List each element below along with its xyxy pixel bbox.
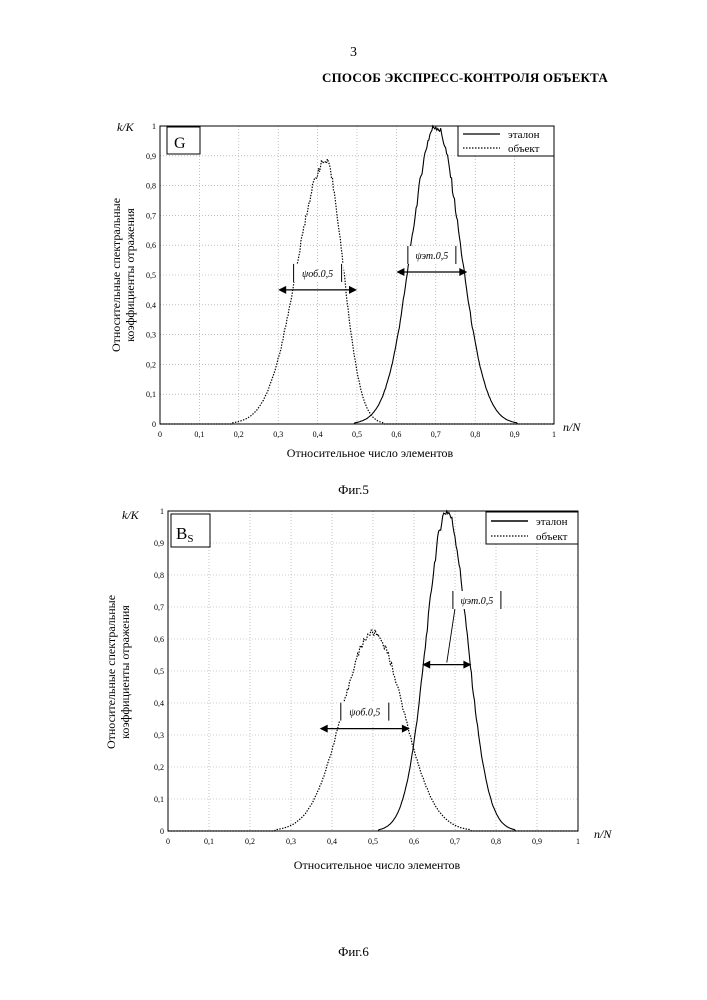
arrowhead bbox=[396, 268, 404, 276]
y-tick-label: 0,8 bbox=[146, 182, 156, 191]
arrowhead bbox=[320, 725, 328, 733]
legend bbox=[486, 512, 578, 544]
x-tick-label: 0 bbox=[166, 837, 170, 846]
x-tick-label: 0,1 bbox=[194, 430, 204, 439]
annotation-label: ψэт.0,5 bbox=[460, 596, 493, 607]
page-title: СПОСОБ ЭКСПРЕСС-КОНТРОЛЯ ОБЪЕКТА bbox=[322, 70, 608, 86]
x-tick-label: 0,8 bbox=[470, 430, 480, 439]
annotation-label: ψоб.0,5 bbox=[302, 269, 333, 280]
y-tick-label: 0,9 bbox=[154, 539, 164, 548]
x-tick-label: 1 bbox=[576, 837, 580, 846]
y-tick-label: 1 bbox=[160, 507, 164, 516]
x-tick-label: 0,2 bbox=[234, 430, 244, 439]
y-tick-label: 0,6 bbox=[146, 241, 156, 250]
x-unit: n/N bbox=[594, 827, 612, 841]
y-tick-label: 1 bbox=[152, 122, 156, 131]
arrowhead bbox=[278, 286, 286, 294]
x-tick-label: 0,6 bbox=[391, 430, 401, 439]
y-tick-label: 0,7 bbox=[154, 603, 164, 612]
arrowhead bbox=[463, 661, 471, 669]
x-tick-label: 0,7 bbox=[450, 837, 460, 846]
y-unit: k/K bbox=[117, 120, 135, 134]
y-tick-label: 0 bbox=[152, 420, 156, 429]
y-tick-label: 0,2 bbox=[154, 763, 164, 772]
arrowhead bbox=[459, 268, 467, 276]
annotation-box bbox=[406, 246, 458, 264]
annotation-label: ψэт.0,5 bbox=[415, 251, 448, 262]
y-unit: k/K bbox=[122, 508, 140, 522]
x-tick-label: 1 bbox=[552, 430, 556, 439]
arrowhead bbox=[402, 725, 410, 733]
x-tick-label: 0,7 bbox=[431, 430, 441, 439]
figure-5-caption: Фиг.5 bbox=[0, 482, 707, 498]
series-line-object bbox=[160, 159, 554, 424]
y-axis-label-line1: Относительные спектральные bbox=[104, 595, 118, 749]
legend-label-object: объект bbox=[536, 531, 568, 543]
x-tick-label: 0,4 bbox=[327, 837, 337, 846]
y-tick-label: 0,3 bbox=[154, 731, 164, 740]
legend-label-object: объект bbox=[508, 143, 540, 155]
legend-label-etalon: эталон bbox=[536, 516, 568, 528]
plot-frame bbox=[168, 511, 578, 831]
y-axis-label-line2: коэффициенты отражения bbox=[123, 208, 137, 342]
y-tick-label: 0,3 bbox=[146, 331, 156, 340]
x-tick-label: 0,9 bbox=[532, 837, 542, 846]
x-tick-label: 0,3 bbox=[273, 430, 283, 439]
x-tick-label: 0,3 bbox=[286, 837, 296, 846]
annotation-leader bbox=[447, 609, 455, 663]
y-tick-label: 0 bbox=[160, 827, 164, 836]
panel-label: BS bbox=[176, 524, 193, 545]
y-tick-label: 0,8 bbox=[154, 571, 164, 580]
annotation-box bbox=[292, 264, 344, 282]
annotation-label: ψоб.0,5 bbox=[349, 708, 380, 719]
x-tick-label: 0,5 bbox=[368, 837, 378, 846]
panel-label: G bbox=[174, 135, 186, 152]
y-tick-label: 0,1 bbox=[154, 795, 164, 804]
plot-frame bbox=[160, 126, 554, 424]
x-tick-label: 0,4 bbox=[313, 430, 323, 439]
x-unit: n/N bbox=[563, 420, 581, 434]
x-tick-label: 0,1 bbox=[204, 837, 214, 846]
figure-6-caption: Фиг.6 bbox=[0, 944, 707, 960]
series-line-object bbox=[168, 630, 578, 831]
y-tick-label: 0,7 bbox=[146, 211, 156, 220]
x-axis-label: Относительное число элементов bbox=[287, 446, 454, 460]
y-axis-label-line2: коэффициенты отражения bbox=[118, 605, 132, 739]
series-line-etalon bbox=[168, 511, 578, 831]
y-tick-label: 0,5 bbox=[154, 667, 164, 676]
y-tick-label: 0,4 bbox=[146, 301, 156, 310]
legend-label-etalon: эталон bbox=[508, 129, 540, 141]
x-axis-label: Относительное число элементов bbox=[294, 858, 461, 872]
x-tick-label: 0,6 bbox=[409, 837, 419, 846]
panel-label-box bbox=[167, 127, 200, 154]
y-axis-label-line1: Относительные спектральные bbox=[109, 198, 123, 352]
arrowhead bbox=[349, 286, 357, 294]
page-number: 3 bbox=[0, 45, 707, 61]
legend bbox=[458, 126, 554, 156]
arrowhead bbox=[422, 661, 430, 669]
series-line-etalon bbox=[160, 126, 554, 424]
y-tick-label: 0,1 bbox=[146, 390, 156, 399]
x-tick-label: 0 bbox=[158, 430, 162, 439]
x-tick-label: 0,5 bbox=[352, 430, 362, 439]
annotation-box bbox=[451, 591, 503, 609]
grid bbox=[168, 511, 578, 831]
y-tick-label: 0,2 bbox=[146, 360, 156, 369]
x-tick-label: 0,8 bbox=[491, 837, 501, 846]
x-tick-label: 0,2 bbox=[245, 837, 255, 846]
y-tick-label: 0,4 bbox=[154, 699, 164, 708]
annotation-box bbox=[339, 703, 391, 721]
grid bbox=[160, 126, 554, 424]
y-tick-label: 0,5 bbox=[146, 271, 156, 280]
y-tick-label: 0,6 bbox=[154, 635, 164, 644]
panel-label-box bbox=[171, 514, 210, 547]
x-tick-label: 0,9 bbox=[510, 430, 520, 439]
y-tick-label: 0,9 bbox=[146, 152, 156, 161]
